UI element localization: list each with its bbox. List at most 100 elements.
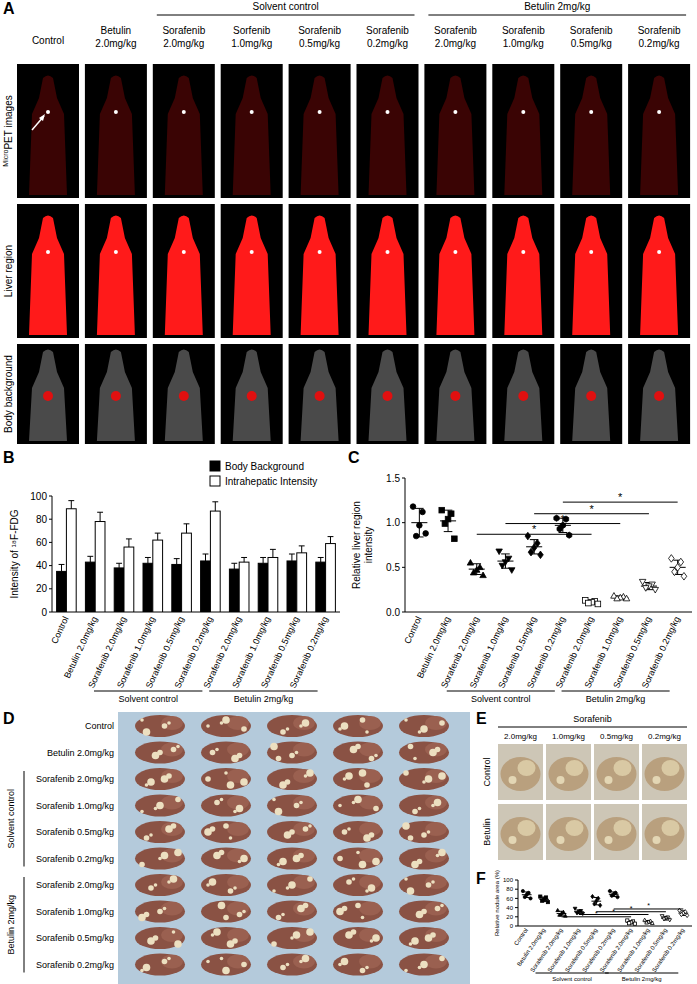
data-point (509, 568, 515, 574)
nodule (161, 852, 169, 860)
y-tick-label: 0 (510, 923, 514, 929)
pet-image (221, 344, 283, 444)
nodule (210, 750, 216, 756)
liver-lobe (359, 902, 381, 916)
row-label: Sorafenib 1.0mg/kg (36, 801, 114, 811)
data-point (681, 572, 687, 580)
data-point (595, 601, 601, 607)
nodule (354, 796, 362, 804)
bar (182, 533, 192, 612)
nodule (154, 883, 158, 887)
error-cap (145, 557, 151, 558)
bar (57, 571, 67, 612)
liver-photo (267, 927, 317, 949)
liver-photo (399, 768, 449, 790)
bar (95, 522, 105, 612)
y-tick (402, 478, 405, 479)
background-roi (450, 391, 460, 401)
nodule (303, 826, 309, 832)
nodule (374, 754, 378, 758)
x-tick-label: Sorafenib 0.5mg/kg (633, 927, 668, 973)
liver-lobe (359, 955, 381, 969)
nodule (271, 941, 277, 947)
liver-photo (201, 927, 251, 949)
body-background (29, 350, 67, 442)
liver-photo (333, 821, 383, 843)
liver-photo (201, 821, 251, 843)
nodule (228, 888, 234, 894)
y-axis-label: Relative nodule area (%) (494, 870, 500, 936)
nodule (143, 728, 151, 736)
liver-lobe (227, 822, 249, 836)
nodule (272, 798, 276, 802)
liver-photo (399, 954, 449, 976)
legend-swatch (210, 461, 220, 471)
nodule (355, 744, 361, 750)
y-axis-label: Relative liver region (351, 501, 362, 589)
nodule (435, 906, 441, 912)
nodule (171, 747, 177, 753)
nodule (218, 902, 226, 910)
pet-image (17, 64, 79, 198)
group-line (94, 691, 202, 692)
nodule (276, 915, 282, 921)
header: Sorafenib (573, 714, 612, 724)
pet-hotspot (453, 250, 457, 254)
row-label: Control (85, 721, 114, 731)
error-stem (205, 554, 206, 561)
nodule (355, 903, 361, 909)
liver-photo (333, 742, 383, 764)
panel-e: ESorafenib2.0mg/kg1.0mg/kg0.5mg/kg0.2mg/… (476, 710, 687, 860)
nodule (233, 886, 237, 890)
y-tick (515, 898, 518, 899)
liver-photo (135, 742, 185, 764)
y-tick (49, 565, 52, 566)
pet-image (221, 204, 283, 338)
error-bar (318, 557, 324, 562)
pet-hotspot (318, 250, 322, 254)
error-cap (203, 554, 209, 555)
liver-photo (333, 715, 383, 737)
nodule (439, 956, 445, 962)
error-cap (241, 557, 247, 558)
bar (172, 564, 182, 612)
row-label: Betulin (482, 818, 492, 846)
plot-area (410, 502, 687, 607)
liver-photo (549, 757, 589, 791)
row-label: Betulin 2.0mg/kg (47, 748, 114, 758)
pet-hotspot (657, 250, 661, 254)
nodule (171, 823, 177, 829)
nodule (342, 906, 348, 912)
group-label: Solvent control (6, 789, 16, 849)
liver-photo (201, 795, 251, 817)
error-bar (231, 563, 237, 569)
pet-image (424, 204, 486, 338)
data-point (557, 526, 562, 532)
nodule (303, 903, 309, 909)
nodule (288, 881, 296, 889)
y-tick-label: 20 (506, 914, 513, 920)
pet-hotspot (114, 110, 118, 114)
pet-image (221, 64, 283, 198)
error-bar (97, 512, 103, 521)
data-point (556, 908, 560, 911)
y-axis (52, 496, 53, 612)
data-point (591, 894, 594, 898)
liver-photo (333, 795, 383, 817)
photo (642, 744, 687, 800)
error-cap (328, 536, 334, 537)
liver-lobe (359, 743, 381, 757)
pet-image (289, 344, 351, 444)
nodule (653, 836, 661, 844)
x-tick-label: Sorafenib 2.0mg/kg (529, 927, 564, 973)
liver-photo (645, 757, 685, 791)
nodule (557, 836, 565, 844)
data-point (538, 551, 544, 559)
liver-lobe (425, 875, 447, 889)
data-point (528, 548, 534, 556)
background-roi (179, 391, 189, 401)
nodule (402, 822, 410, 830)
liver-region (572, 216, 610, 336)
error-cap (155, 533, 161, 534)
error-bar (241, 557, 247, 562)
